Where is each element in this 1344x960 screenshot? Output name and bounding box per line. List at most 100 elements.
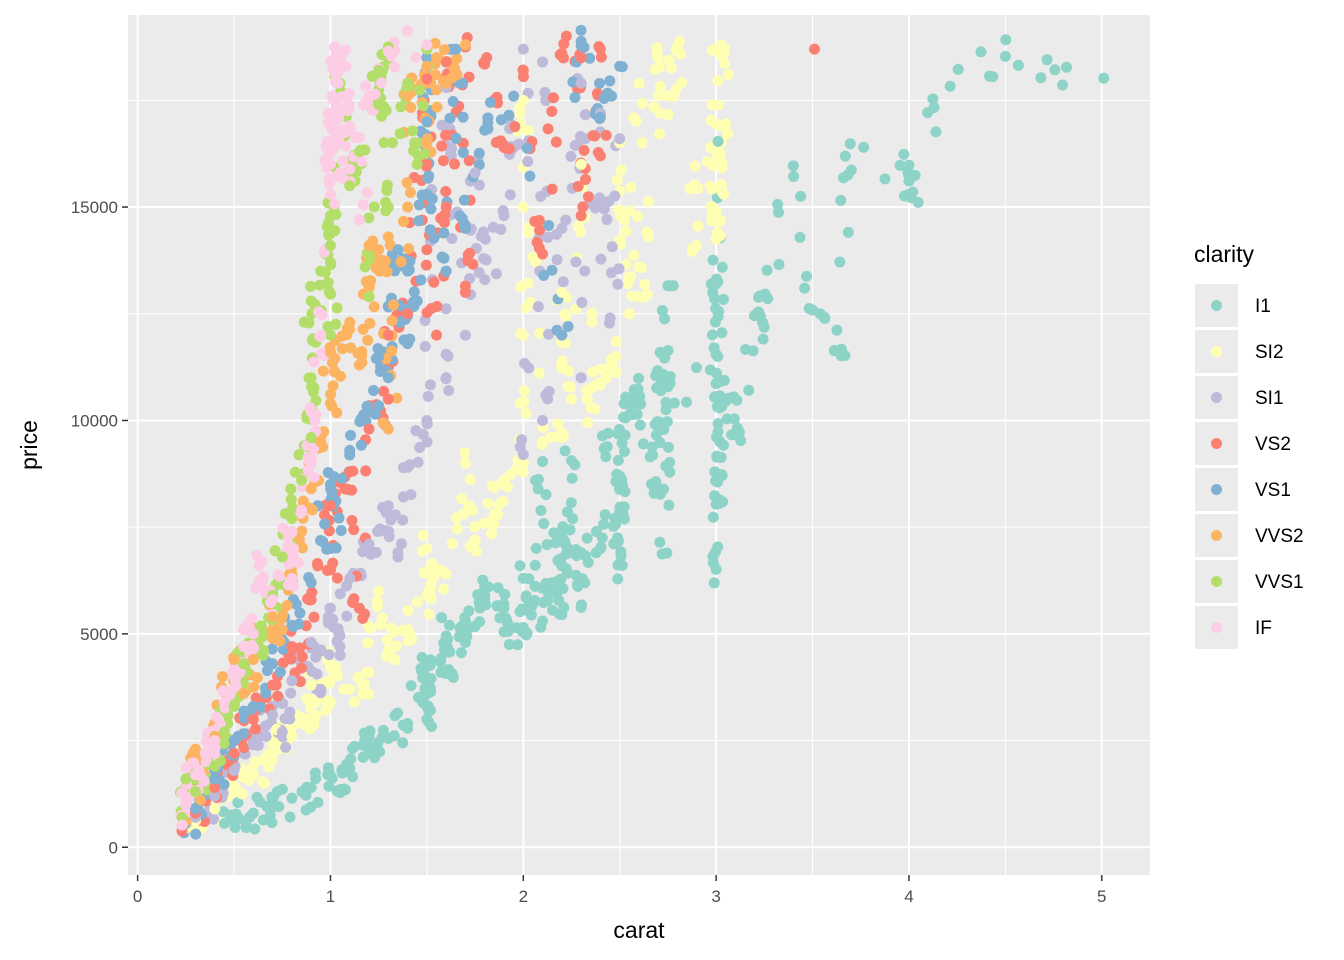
data-point-vvs2 — [439, 44, 451, 56]
data-point-si2 — [522, 277, 534, 289]
data-point-i1 — [707, 550, 719, 562]
data-point-si1 — [557, 276, 569, 288]
data-point-i1 — [542, 595, 554, 607]
data-point-vs2 — [594, 43, 606, 55]
data-point-vvs1 — [321, 221, 333, 233]
data-point-i1 — [581, 532, 593, 544]
data-point-vvs2 — [429, 37, 441, 49]
data-point-si2 — [517, 94, 529, 106]
data-point-i1 — [607, 520, 619, 532]
data-point-si1 — [286, 675, 298, 687]
data-point-si1 — [285, 687, 297, 699]
data-point-si2 — [639, 278, 651, 290]
data-point-i1 — [715, 451, 727, 463]
data-point-si2 — [625, 271, 637, 283]
data-point-if — [296, 504, 308, 516]
data-point-si1 — [613, 263, 625, 275]
data-point-si1 — [576, 296, 588, 308]
data-point-si2 — [662, 109, 674, 121]
data-point-si2 — [676, 77, 688, 89]
data-point-vs1 — [450, 132, 462, 144]
data-point-si1 — [446, 232, 458, 244]
data-point-i1 — [807, 304, 819, 316]
data-point-i1 — [440, 630, 452, 642]
data-point-i1 — [598, 518, 610, 530]
data-point-si2 — [718, 188, 730, 200]
data-point-si1 — [363, 538, 375, 550]
data-point-si2 — [566, 393, 578, 405]
data-point-i1 — [363, 730, 375, 742]
data-point-si1 — [315, 683, 327, 695]
data-point-si1 — [334, 649, 346, 661]
data-point-vs1 — [315, 535, 327, 547]
data-point-i1 — [618, 446, 630, 458]
data-point-i1 — [712, 418, 724, 430]
data-point-vvs1 — [373, 99, 385, 111]
data-point-vvs1 — [305, 372, 317, 384]
data-point-si1 — [604, 312, 616, 324]
data-point-si2 — [643, 231, 655, 243]
data-point-vvs1 — [305, 432, 317, 444]
data-point-si2 — [440, 568, 452, 580]
data-point-si2 — [456, 492, 468, 504]
data-point-i1 — [228, 815, 240, 827]
data-point-i1 — [858, 141, 870, 153]
data-point-si2 — [601, 372, 613, 384]
data-point-vvs2 — [228, 653, 240, 665]
data-point-i1 — [831, 324, 843, 336]
data-point-if — [228, 671, 240, 683]
data-point-vs1 — [305, 577, 317, 589]
legend-swatch — [1211, 484, 1222, 495]
data-point-vvs2 — [449, 63, 461, 75]
data-point-vvs2 — [217, 671, 229, 683]
data-point-vvs2 — [387, 299, 399, 311]
data-point-if — [421, 39, 433, 51]
data-point-vs1 — [336, 472, 348, 484]
legend-label: VS2 — [1255, 434, 1291, 455]
data-point-if — [343, 103, 355, 115]
data-point-si2 — [402, 624, 414, 636]
data-point-if — [305, 406, 317, 418]
data-point-vs2 — [594, 150, 606, 162]
data-point-si2 — [373, 585, 385, 597]
data-point-vs2 — [572, 180, 584, 192]
data-point-si2 — [267, 747, 279, 759]
data-point-si2 — [713, 215, 725, 227]
data-point-i1 — [839, 150, 851, 162]
data-point-vs1 — [614, 60, 626, 72]
data-point-i1 — [535, 504, 547, 516]
data-point-si1 — [569, 139, 581, 151]
data-point-vs2 — [238, 742, 250, 754]
data-point-si1 — [612, 278, 624, 290]
data-point-vvs1 — [180, 773, 192, 785]
data-point-vvs1 — [411, 158, 423, 170]
data-point-vs2 — [560, 30, 572, 42]
data-point-vvs2 — [459, 39, 471, 51]
data-point-i1 — [312, 796, 324, 808]
data-point-vvs1 — [380, 104, 392, 116]
data-point-if — [256, 575, 268, 587]
data-point-si1 — [276, 726, 288, 738]
data-point-si1 — [609, 190, 621, 202]
data-point-si2 — [381, 634, 393, 646]
data-point-i1 — [525, 609, 537, 621]
data-point-i1 — [728, 413, 740, 425]
data-point-vs1 — [567, 76, 579, 88]
data-point-i1 — [567, 513, 579, 525]
data-point-si2 — [610, 350, 622, 362]
data-point-i1 — [372, 746, 384, 758]
data-point-i1 — [566, 472, 578, 484]
data-point-vs1 — [575, 24, 587, 36]
data-point-vs1 — [594, 77, 606, 89]
data-point-si2 — [712, 75, 724, 87]
data-point-i1 — [405, 680, 417, 692]
data-point-if — [200, 735, 212, 747]
data-point-vs2 — [344, 466, 356, 478]
data-point-vvs1 — [324, 287, 336, 299]
data-point-si2 — [582, 417, 594, 429]
data-point-i1 — [717, 293, 729, 305]
data-point-si2 — [331, 669, 343, 681]
data-point-i1 — [240, 822, 252, 834]
data-point-i1 — [717, 439, 729, 451]
data-point-vvs1 — [363, 212, 375, 224]
